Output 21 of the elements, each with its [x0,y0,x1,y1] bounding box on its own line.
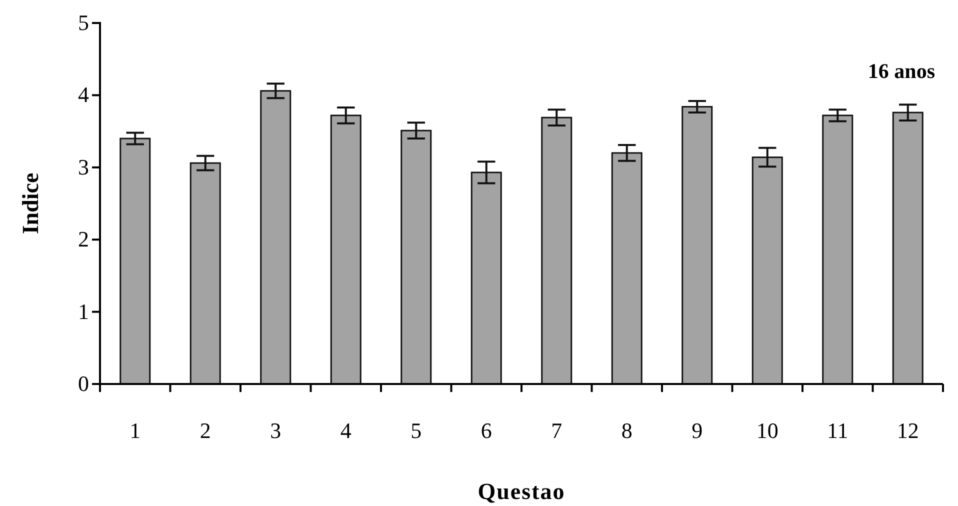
x-tick-label: 7 [551,418,562,443]
x-tick-label: 6 [480,418,492,443]
y-tick-label: 4 [78,82,89,108]
x-tick-label: 2 [200,418,211,443]
x-tick-label: 11 [827,418,848,443]
y-tick-label: 0 [78,371,89,396]
x-axis-title: Questao [478,479,566,504]
x-tick-label: 8 [621,418,632,443]
y-tick-label: 3 [78,154,89,180]
x-tick-label: 3 [270,418,282,443]
y-tick-label: 5 [78,10,89,36]
x-tick-label: 5 [410,418,422,443]
x-tick-label: 4 [340,418,352,443]
y-axis-title: Indice [18,172,43,234]
y-tick-label: 1 [78,298,89,324]
x-tick-label: 9 [692,418,703,443]
x-tick-label: 10 [756,418,778,443]
text: 16 anos [868,59,935,83]
x-tick-label: 1 [130,418,141,443]
y-tick-label: 2 [78,226,89,252]
x-tick-label: 12 [896,418,919,443]
